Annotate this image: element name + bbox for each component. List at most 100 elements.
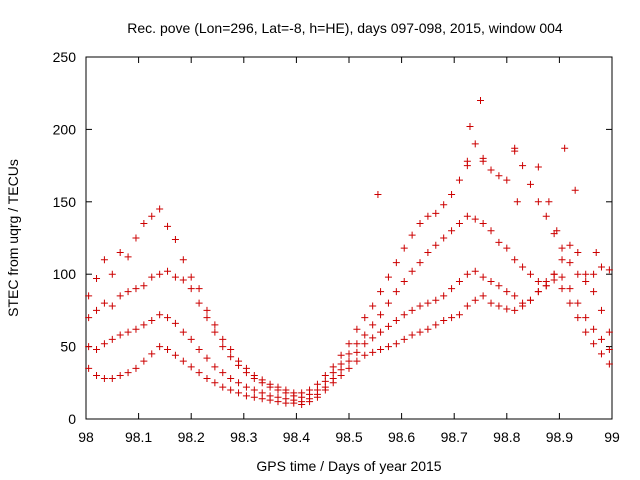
- data-point: [124, 328, 132, 336]
- data-point: [392, 317, 400, 325]
- data-point: [353, 348, 361, 356]
- data-point: [266, 396, 274, 404]
- data-point: [448, 314, 456, 322]
- data-point: [605, 266, 613, 274]
- data-point: [448, 285, 456, 293]
- data-point: [416, 302, 424, 310]
- data-point: [466, 123, 474, 131]
- data-point: [171, 319, 179, 327]
- data-point: [408, 267, 416, 275]
- data-point: [242, 369, 250, 377]
- data-point: [179, 357, 187, 365]
- data-point: [590, 325, 598, 333]
- data-point: [93, 306, 101, 314]
- data-point: [235, 361, 243, 369]
- data-point: [116, 248, 124, 256]
- data-point: [171, 235, 179, 243]
- data-point: [597, 306, 605, 314]
- data-point: [148, 350, 156, 358]
- data-point: [503, 305, 511, 313]
- data-point: [590, 288, 598, 296]
- data-point: [463, 212, 471, 220]
- data-point: [511, 144, 519, 152]
- data-point: [369, 334, 377, 342]
- x-axis-label: GPS time / Days of year 2015: [256, 458, 441, 474]
- data-point: [534, 277, 542, 285]
- data-point: [274, 386, 282, 394]
- data-point: [440, 292, 448, 300]
- data-point: [605, 345, 613, 353]
- data-point: [571, 186, 579, 194]
- data-point: [266, 383, 274, 391]
- data-point: [321, 386, 329, 394]
- data-point: [187, 285, 195, 293]
- y-axis: 0 50 100 150 200 250: [53, 49, 612, 427]
- data-point: [140, 357, 148, 365]
- data-point: [108, 374, 116, 382]
- data-point: [250, 374, 258, 382]
- data-point: [108, 270, 116, 278]
- data-point: [140, 282, 148, 290]
- data-point: [519, 302, 527, 310]
- data-point: [227, 374, 235, 382]
- x-tick-label: 98.1: [125, 429, 152, 445]
- x-tick-label: 98.7: [441, 429, 468, 445]
- data-point: [377, 328, 385, 336]
- data-point: [400, 277, 408, 285]
- data-point: [432, 209, 440, 217]
- data-point: [582, 277, 590, 285]
- x-tick-label: 98.4: [283, 429, 310, 445]
- data-point: [140, 321, 148, 329]
- data-point: [384, 343, 392, 351]
- data-point: [345, 357, 353, 365]
- data-point: [558, 244, 566, 252]
- x-tick-label: 98.3: [230, 429, 257, 445]
- data-point: [455, 220, 463, 228]
- data-point: [203, 354, 211, 362]
- data-point: [353, 325, 361, 333]
- data-point: [424, 299, 432, 307]
- data-point: [140, 220, 148, 228]
- data-point: [400, 311, 408, 319]
- data-point: [416, 220, 424, 228]
- data-point: [592, 248, 600, 256]
- data-point: [93, 275, 101, 283]
- data-point: [108, 302, 116, 310]
- data-point: [477, 96, 484, 104]
- y-tick-label: 50: [60, 339, 76, 355]
- data-point: [471, 296, 479, 304]
- data-point: [558, 285, 566, 293]
- x-tick-label: 98.8: [493, 429, 520, 445]
- data-point: [408, 306, 416, 314]
- data-point: [227, 353, 235, 361]
- data-point: [369, 321, 377, 329]
- data-point: [440, 201, 448, 209]
- data-point: [448, 191, 456, 199]
- data-point: [369, 348, 377, 356]
- data-point: [179, 256, 187, 264]
- data-point: [455, 176, 463, 184]
- data-point: [479, 273, 487, 281]
- data-point: [171, 273, 179, 281]
- data-point: [124, 253, 132, 261]
- data-point: [550, 276, 558, 284]
- data-point: [242, 383, 250, 391]
- data-point: [597, 263, 605, 271]
- data-point: [495, 238, 503, 246]
- data-point: [503, 176, 511, 184]
- data-point: [116, 372, 124, 380]
- data-point: [187, 335, 195, 343]
- data-point: [511, 256, 519, 264]
- data-point: [553, 227, 561, 235]
- data-point: [337, 351, 345, 359]
- data-point: [93, 345, 101, 353]
- data-point: [432, 241, 440, 249]
- data-point: [597, 335, 605, 343]
- data-point: [227, 345, 235, 353]
- data-point: [495, 302, 503, 310]
- x-tick-label: 98: [78, 429, 94, 445]
- data-point: [377, 288, 385, 296]
- data-point: [542, 282, 550, 290]
- data-point: [455, 311, 463, 319]
- data-point: [219, 383, 227, 391]
